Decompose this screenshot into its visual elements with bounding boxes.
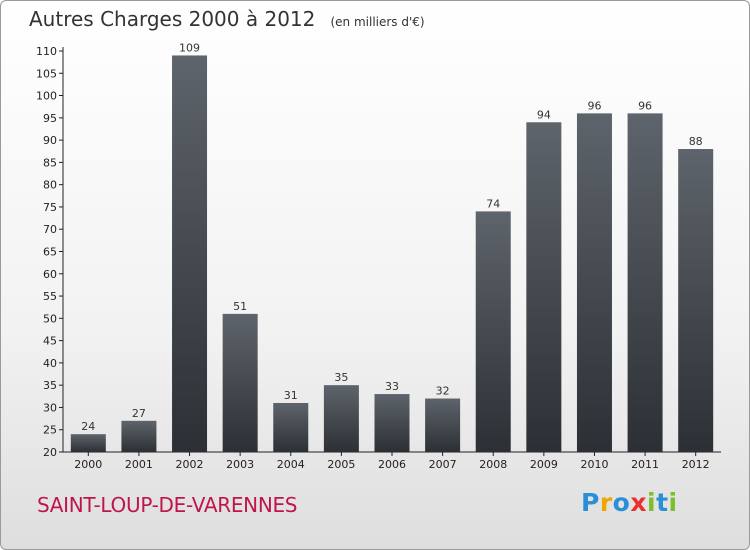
bar (678, 149, 714, 452)
logo-letter: P (581, 488, 600, 517)
bar-value-label: 31 (284, 389, 298, 402)
x-tick-label: 2006 (378, 458, 406, 471)
y-tick-label: 85 (43, 156, 57, 169)
bar-value-label: 24 (81, 420, 95, 433)
logo-letter: x (630, 488, 647, 517)
bar (222, 313, 258, 452)
y-tick-label: 105 (36, 67, 57, 80)
bar-value-label: 51 (233, 300, 247, 313)
y-tick-label: 20 (43, 446, 57, 459)
logo-letter: i (668, 488, 678, 517)
x-tick-label: 2009 (530, 458, 558, 471)
bar (526, 122, 562, 453)
y-tick-label: 100 (36, 90, 57, 103)
y-tick-label: 80 (43, 179, 57, 192)
x-tick-label: 2008 (479, 458, 507, 471)
bar (172, 55, 208, 452)
x-tick-label: 2007 (429, 458, 457, 471)
bar-value-label: 33 (385, 380, 399, 393)
bar (475, 211, 511, 452)
y-tick-label: 40 (43, 357, 57, 370)
y-tick-label: 60 (43, 268, 57, 281)
bar-value-label: 27 (132, 407, 146, 420)
bar (576, 113, 612, 452)
x-tick-label: 2012 (682, 458, 710, 471)
bar (273, 402, 309, 452)
x-tick-label: 2010 (580, 458, 608, 471)
proxiti-logo: Proxiti (581, 488, 678, 517)
bar-value-label: 32 (436, 385, 450, 398)
y-tick-label: 75 (43, 201, 57, 214)
bar-value-label: 74 (486, 197, 500, 210)
chart-title: Autres Charges 2000 à 2012 (29, 7, 316, 31)
y-tick-label: 45 (43, 335, 57, 348)
y-tick-label: 70 (43, 223, 57, 236)
bar-value-label: 88 (689, 135, 703, 148)
logo-letter: r (599, 488, 613, 517)
x-tick-label: 2002 (176, 458, 204, 471)
bar (121, 420, 157, 452)
x-tick-label: 2000 (74, 458, 102, 471)
x-tick-label: 2011 (631, 458, 659, 471)
place-name: SAINT-LOUP-DE-VARENNES (37, 493, 298, 517)
bar-value-label: 96 (587, 99, 601, 112)
x-tick-label: 2005 (327, 458, 355, 471)
y-tick-label: 110 (36, 45, 57, 58)
bar (374, 394, 410, 452)
bar-value-label: 35 (334, 371, 348, 384)
x-tick-label: 2004 (277, 458, 305, 471)
y-tick-label: 55 (43, 290, 57, 303)
y-tick-label: 90 (43, 134, 57, 147)
chart-subtitle: (en milliers d'€) (330, 15, 425, 29)
y-tick-label: 25 (43, 424, 57, 437)
y-tick-label: 65 (43, 246, 57, 259)
logo-letter: t (656, 488, 669, 517)
x-tick-label: 2001 (125, 458, 153, 471)
chart-title-block: Autres Charges 2000 à 2012 (en milliers … (29, 7, 425, 31)
logo-letter: o (612, 488, 631, 517)
bar-value-label: 94 (537, 108, 551, 121)
y-tick-label: 30 (43, 401, 57, 414)
y-tick-label: 95 (43, 112, 57, 125)
y-tick-label: 50 (43, 312, 57, 325)
bar-value-label: 109 (179, 41, 200, 54)
bar (70, 434, 106, 452)
bar (425, 398, 461, 452)
x-tick-label: 2003 (226, 458, 254, 471)
bar-value-label: 96 (638, 99, 652, 112)
logo-letter: i (647, 488, 657, 517)
y-tick-label: 35 (43, 379, 57, 392)
bar (627, 113, 663, 452)
bar (323, 385, 359, 452)
